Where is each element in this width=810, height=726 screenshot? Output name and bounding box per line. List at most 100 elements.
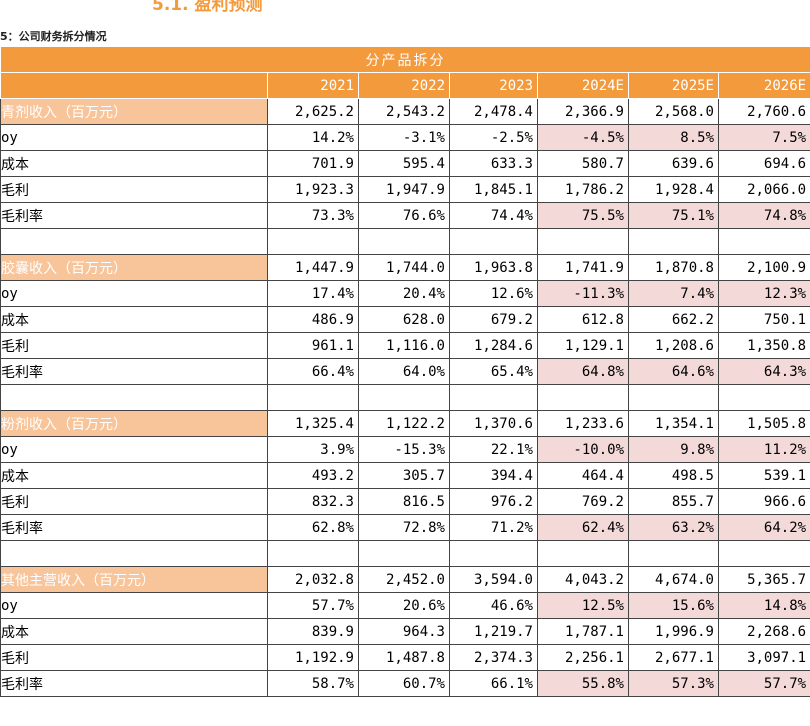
row-label: 成本 <box>0 462 268 489</box>
cell: 8.5% <box>628 124 719 151</box>
column-header: 2022 <box>358 72 450 99</box>
header-row: 2021 2022 2023 2024E 2025E 2026E <box>0 72 810 99</box>
blank-cell <box>717 540 810 567</box>
cell: 633.3 <box>449 150 538 177</box>
cell: 679.2 <box>449 306 538 333</box>
cell: 1,923.3 <box>267 176 359 203</box>
section-title: 5.1. 盈利预测 <box>152 0 263 15</box>
cell: 595.4 <box>358 150 450 177</box>
cell: 855.7 <box>628 488 719 515</box>
cell: 2,478.4 <box>449 98 538 125</box>
cell: 1,208.6 <box>628 332 719 359</box>
cell: 62.4% <box>537 514 629 541</box>
cell: 72.8% <box>358 514 450 541</box>
blank-cell <box>537 384 629 411</box>
cell: 694.6 <box>717 150 810 177</box>
blank-cell <box>0 228 268 255</box>
cell: 1,233.6 <box>537 410 629 437</box>
blank-row <box>0 540 810 567</box>
row-label: 毛利 <box>0 332 268 359</box>
cell: 5,365.7 <box>717 566 810 593</box>
row-label: 毛利率 <box>0 514 268 541</box>
cell: 2,366.9 <box>537 98 629 125</box>
cell: 1,870.8 <box>628 254 719 281</box>
cell: 63.2% <box>628 514 719 541</box>
cell: 1,350.8 <box>717 332 810 359</box>
cell: 17.4% <box>267 280 359 307</box>
cell: 1,786.2 <box>537 176 629 203</box>
cell: 64.3% <box>717 358 810 385</box>
cell: 1,947.9 <box>358 176 450 203</box>
cell: 1,963.8 <box>449 254 538 281</box>
blank-cell <box>628 384 719 411</box>
cell: 62.8% <box>267 514 359 541</box>
cell: 15.6% <box>628 592 719 619</box>
cell: 9.8% <box>628 436 719 463</box>
data-row: 成本 839.9 964.3 1,219.7 1,787.1 1,996.9 2,268.6 <box>0 618 810 645</box>
cell: -4.5% <box>537 124 629 151</box>
cell: 1,219.7 <box>449 618 538 645</box>
cell: -2.5% <box>449 124 538 151</box>
cell: 486.9 <box>267 306 359 333</box>
data-row: 成本 701.9 595.4 633.3 580.7 639.6 694.6 <box>0 150 810 177</box>
cell: -10.0% <box>537 436 629 463</box>
cell: 75.1% <box>628 202 719 229</box>
blank-cell <box>717 384 810 411</box>
data-row: 毛利率 58.7% 60.7% 66.1% 55.8% 57.3% 57.7% <box>0 670 810 697</box>
cell: 2,256.1 <box>537 644 629 671</box>
cell: 1,129.1 <box>537 332 629 359</box>
row-label: 成本 <box>0 618 268 645</box>
cell: 71.2% <box>449 514 538 541</box>
cell: 46.6% <box>449 592 538 619</box>
row-label: oy <box>0 124 268 151</box>
table: 分产品拆分 2021 2022 2023 2024E 2025E 2026E 青剂收入（百万元… <box>0 46 810 697</box>
cell: 12.5% <box>537 592 629 619</box>
data-row: 成本 486.9 628.0 679.2 612.8 662.2 750.1 <box>0 306 810 333</box>
cell: 498.5 <box>628 462 719 489</box>
blank-cell <box>449 384 538 411</box>
cell: 2,568.0 <box>628 98 719 125</box>
group-row: 青剂收入（百万元） 2,625.2 2,543.2 2,478.4 2,366.9 2,5… <box>0 98 810 125</box>
data-row: 毛利 1,192.9 1,487.8 2,374.3 2,256.1 2,677.1 3,0… <box>0 644 810 671</box>
group-label: 粉剂收入（百万元） <box>0 410 268 437</box>
cell: 60.7% <box>358 670 450 697</box>
cell: 1,741.9 <box>537 254 629 281</box>
blank-row <box>0 384 810 411</box>
cell: 966.6 <box>717 488 810 515</box>
cell: 662.2 <box>628 306 719 333</box>
blank-cell <box>358 540 450 567</box>
cell: 1,744.0 <box>358 254 450 281</box>
cell: 3,097.1 <box>717 644 810 671</box>
row-label: oy <box>0 436 268 463</box>
data-row: 毛利 1,923.3 1,947.9 1,845.1 1,786.2 1,928.4 2,0… <box>0 176 810 203</box>
blank-cell <box>717 228 810 255</box>
data-row: oy 57.7% 20.6% 46.6% 12.5% 15.6% 14.8% <box>0 592 810 619</box>
cell: 628.0 <box>358 306 450 333</box>
blank-cell <box>449 228 538 255</box>
cell: 305.7 <box>358 462 450 489</box>
group-row: 粉剂收入（百万元） 1,325.4 1,122.2 1,370.6 1,233.6 1,3… <box>0 410 810 437</box>
blank-cell <box>358 384 450 411</box>
cell: 1,354.1 <box>628 410 719 437</box>
cell: 3.9% <box>267 436 359 463</box>
row-label: 毛利率 <box>0 358 268 385</box>
cell: 2,066.0 <box>717 176 810 203</box>
data-row: 毛利率 73.3% 76.6% 74.4% 75.5% 75.1% 74.8% <box>0 202 810 229</box>
caption: 5：公司财务拆分情况 <box>0 30 107 43</box>
cell: 57.7% <box>717 670 810 697</box>
cell: 2,374.3 <box>449 644 538 671</box>
column-header: 2025E <box>628 72 719 99</box>
data-row: 毛利 832.3 816.5 976.2 769.2 855.7 966.6 <box>0 488 810 515</box>
cell: 1,447.9 <box>267 254 359 281</box>
cell: 73.3% <box>267 202 359 229</box>
cell: 74.8% <box>717 202 810 229</box>
cell: 65.4% <box>449 358 538 385</box>
cell: 1,996.9 <box>628 618 719 645</box>
cell: 1,370.6 <box>449 410 538 437</box>
cell: 7.4% <box>628 280 719 307</box>
data-row: oy 17.4% 20.4% 12.6% -11.3% 7.4% 12.3% <box>0 280 810 307</box>
cell: 2,760.6 <box>717 98 810 125</box>
group-row: 其他主营收入（百万元） 2,032.8 2,452.0 3,594.0 4,043.2 4… <box>0 566 810 593</box>
cell: 75.5% <box>537 202 629 229</box>
